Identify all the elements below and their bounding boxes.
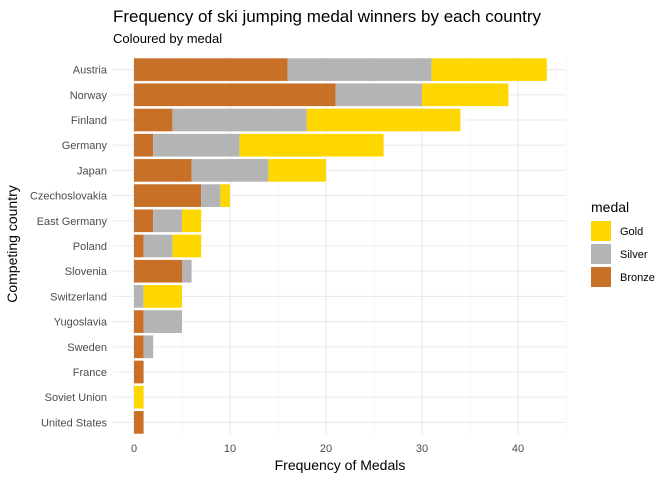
- bar-gold: [220, 184, 230, 207]
- x-tick-label: 20: [320, 443, 332, 455]
- bar-bronze: [134, 209, 154, 233]
- x-tick-label: 0: [131, 443, 137, 455]
- y-tick-label: Japan: [77, 165, 107, 177]
- y-tick-label: Czechoslovakia: [30, 191, 108, 203]
- bar-silver: [143, 234, 173, 258]
- bar-gold: [143, 285, 182, 308]
- bar-bronze: [134, 310, 144, 333]
- x-axis-title: Frequency of Medals: [275, 457, 406, 473]
- bar-silver: [287, 58, 432, 81]
- bar-bronze: [134, 133, 154, 157]
- bar-silver: [335, 83, 422, 107]
- y-axis-title: Competing country: [4, 185, 20, 303]
- bar-silver: [143, 310, 182, 333]
- bar-bronze: [134, 259, 182, 283]
- bar-gold: [134, 385, 144, 409]
- bar-silver: [172, 108, 307, 132]
- y-tick-labels: Austria Norway Finland Germany Japan Czechosl…: [30, 65, 108, 430]
- y-tick-label: Soviet Union: [45, 392, 107, 404]
- bar-gold: [422, 83, 509, 107]
- legend-label: Silver: [620, 249, 648, 261]
- bar-bronze: [134, 335, 144, 359]
- bar-silver: [143, 335, 154, 359]
- bar-bronze: [134, 411, 144, 434]
- y-tick-label: Switzerland: [50, 291, 107, 303]
- y-tick-label: Poland: [73, 241, 107, 253]
- bar-bronze: [134, 108, 173, 132]
- bar-silver: [201, 184, 221, 207]
- x-tick-label: 10: [224, 443, 236, 455]
- bar-bronze: [134, 83, 336, 107]
- bar-silver: [134, 285, 144, 308]
- bar-gold: [431, 58, 547, 81]
- bar-bronze: [134, 159, 192, 182]
- y-tick-label: East Germany: [37, 216, 108, 228]
- bar-gold: [172, 234, 202, 258]
- y-tick-label: France: [73, 367, 107, 379]
- bar-bronze: [134, 184, 202, 207]
- bar-gold: [306, 108, 461, 132]
- chart-title: Frequency of ski jumping medal winners b…: [113, 7, 542, 26]
- legend-label: Bronze: [620, 272, 655, 284]
- bar-silver: [182, 259, 192, 283]
- bar-gold: [239, 133, 384, 157]
- y-tick-label: Finland: [71, 115, 107, 127]
- y-tick-label: Slovenia: [65, 266, 108, 278]
- y-tick-label: Yugoslavia: [54, 317, 108, 329]
- legend: medal Gold Silver Bronze: [591, 199, 655, 287]
- bar-silver: [153, 133, 240, 157]
- x-tick-labels: 0 10 20 30 40: [131, 443, 524, 455]
- bar-gold: [268, 159, 326, 182]
- x-tick-label: 40: [512, 443, 524, 455]
- legend-swatch-gold: [591, 221, 611, 241]
- x-tick-label: 30: [416, 443, 428, 455]
- bar-silver: [153, 209, 182, 233]
- legend-label: Gold: [620, 226, 643, 238]
- bar-silver: [191, 159, 269, 182]
- bar-bronze: [134, 360, 144, 384]
- y-tick-label: Sweden: [67, 342, 107, 354]
- bar-bronze: [134, 58, 288, 81]
- y-tick-label: Germany: [62, 140, 108, 152]
- bar-gold: [182, 209, 202, 233]
- chart-subtitle: Coloured by medal: [113, 31, 222, 46]
- y-tick-label: Norway: [70, 90, 108, 102]
- legend-swatch-bronze: [591, 267, 611, 287]
- y-tick-label: United States: [41, 417, 108, 429]
- y-tick-label: Austria: [73, 65, 108, 77]
- legend-title: medal: [591, 199, 629, 215]
- bars: [134, 58, 547, 434]
- legend-swatch-silver: [591, 244, 611, 264]
- bar-bronze: [134, 234, 144, 258]
